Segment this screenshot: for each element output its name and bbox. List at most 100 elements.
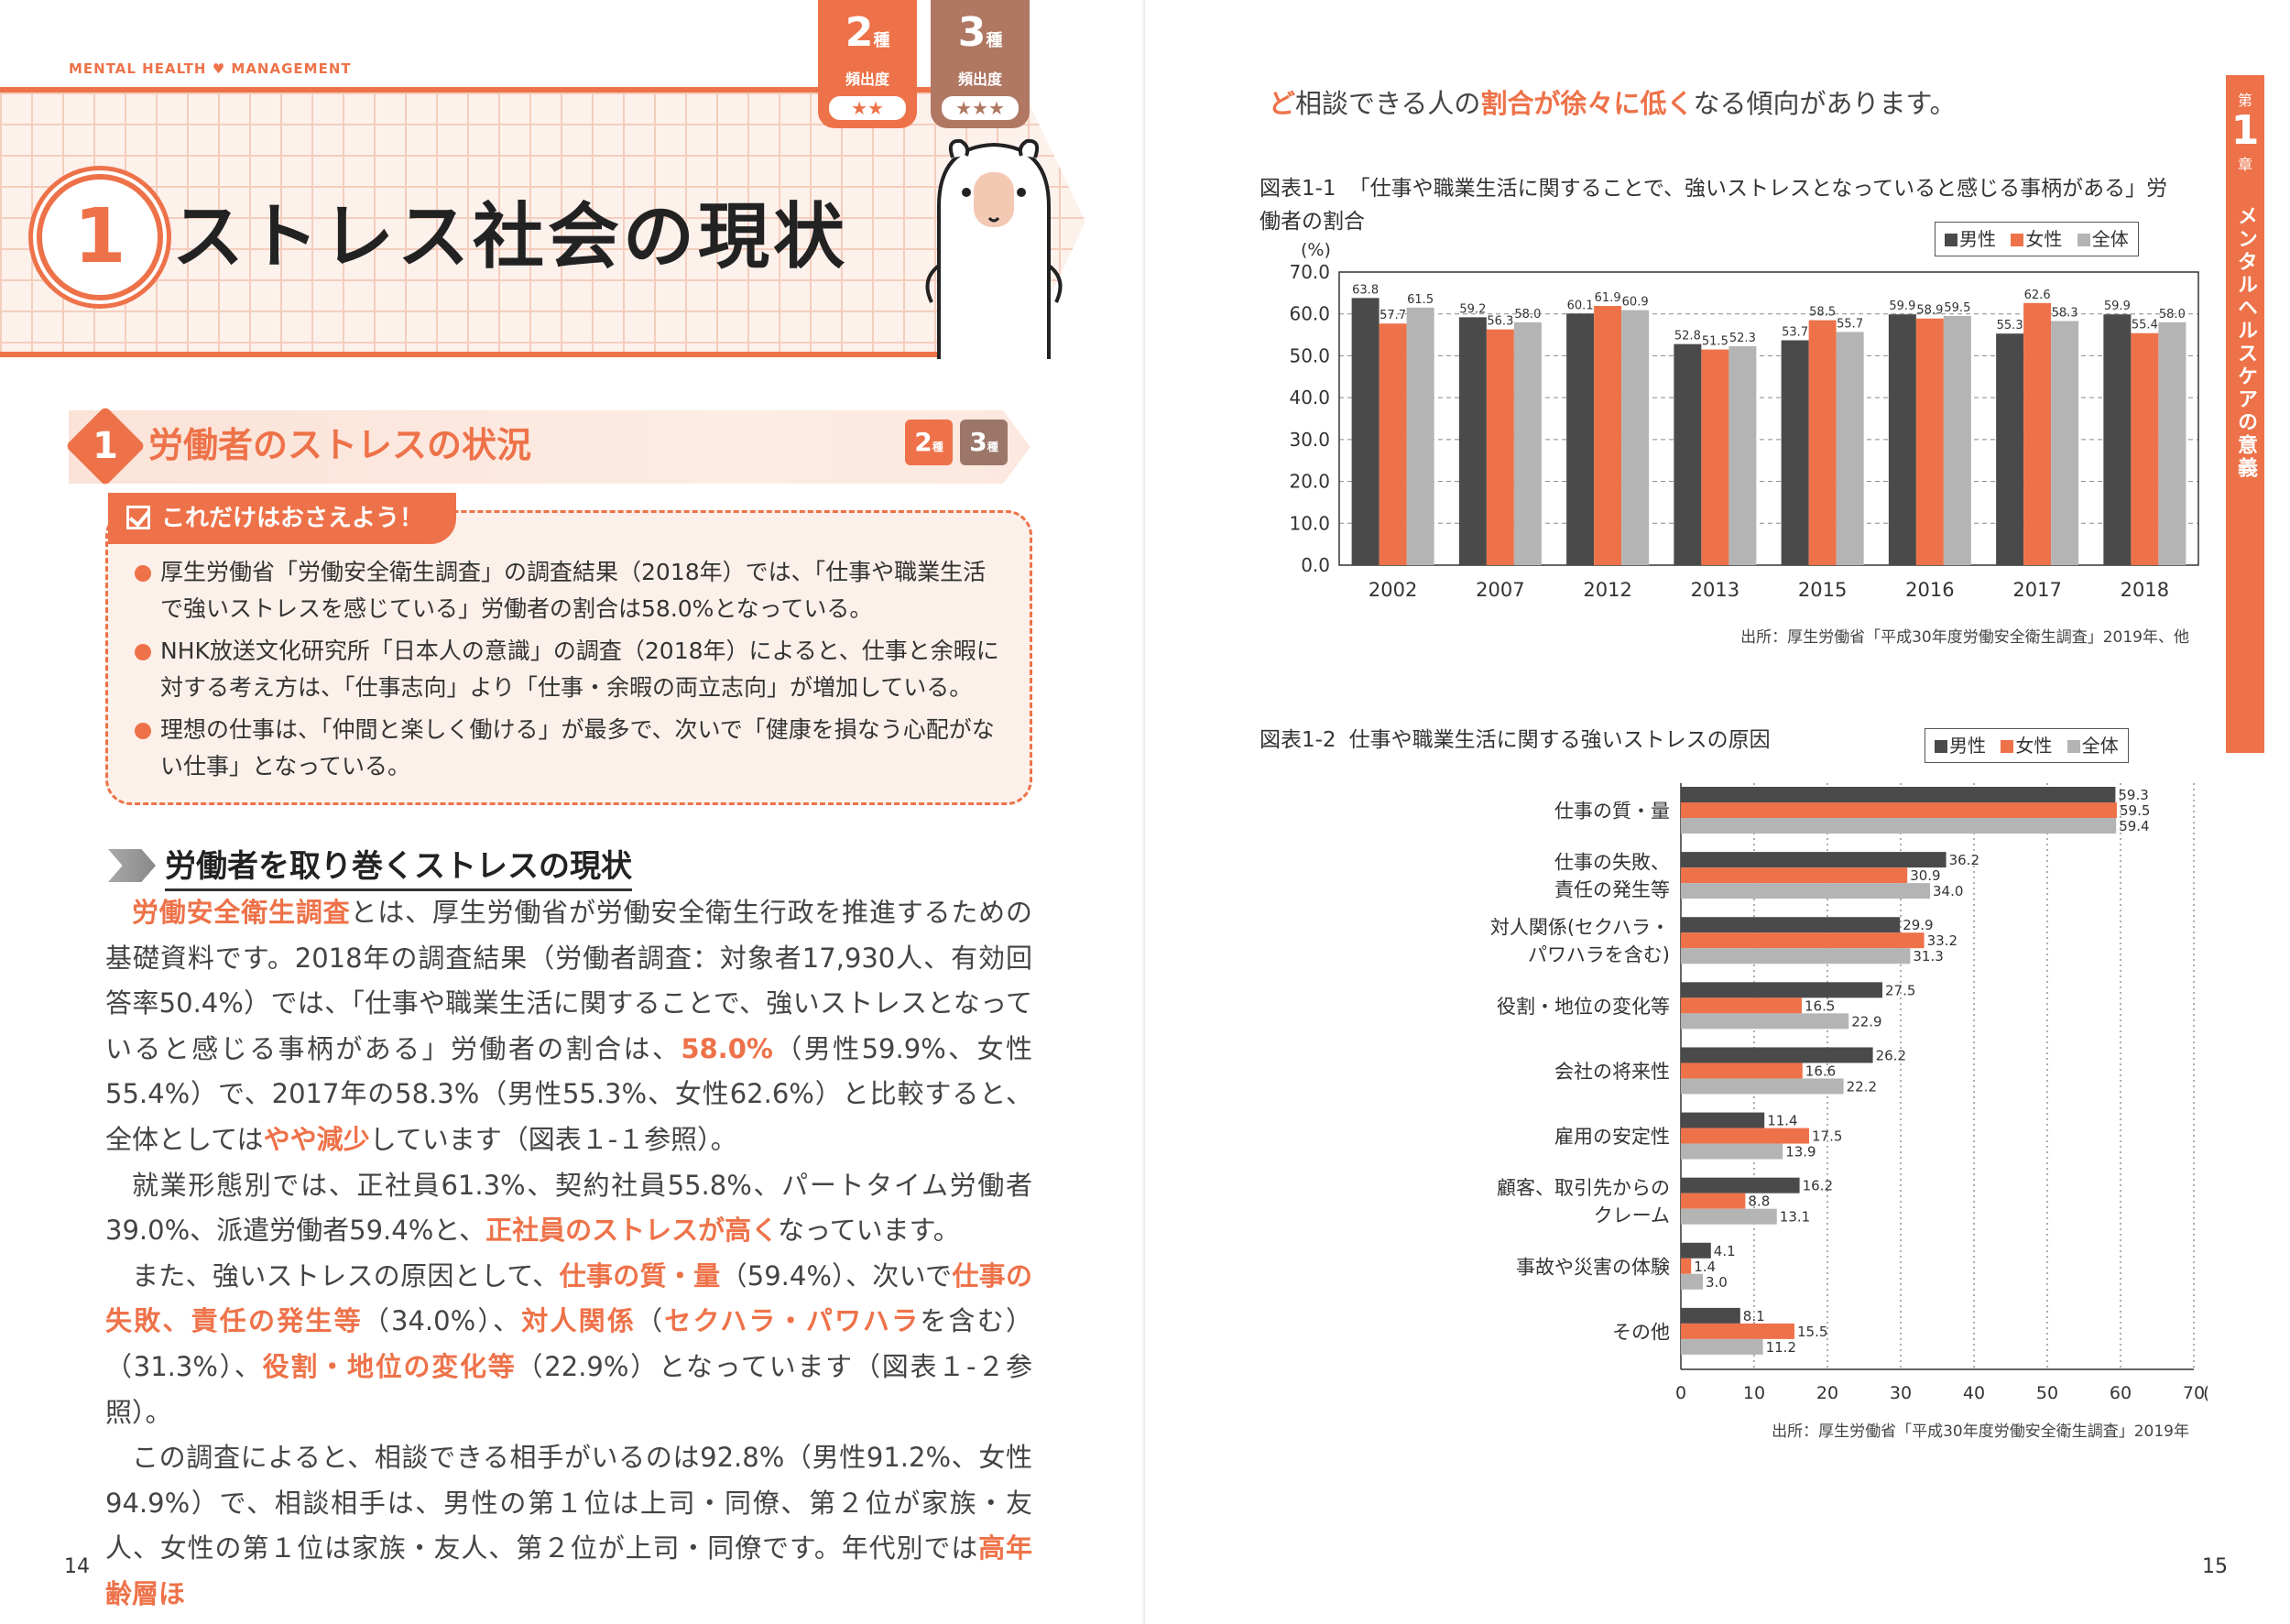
highlighted-text: 仕事の失敗、責任の発生等 [105, 1259, 1032, 1337]
figure-1-2-title: 図表1-2 仕事や職業生活に関する強いストレスの原因 [1260, 728, 1771, 752]
figure-1-2-source: 出所：厚生労働省「平成30年度労働安全衛生調査」2019年 [1772, 1422, 2189, 1441]
data-label: 63.8 [1352, 283, 1379, 297]
text-run: （34.0%）、 [362, 1305, 522, 1337]
text-run: （ [636, 1305, 665, 1337]
data-label: 58.0 [2159, 308, 2186, 322]
bar [1681, 802, 2117, 818]
continued-text: ど相談できる人の割合が徐々に低くなる傾向があります。 [1269, 82, 1957, 121]
legend-swatch-female [2001, 740, 2014, 753]
bar [1681, 1063, 1803, 1079]
grade-3-mini-badge: 3種 [960, 420, 1008, 465]
bar [1486, 329, 1514, 565]
category-label: 事故や災害の体験 [1516, 1256, 1670, 1278]
data-label: 4.1 [1714, 1243, 1736, 1259]
y-axis-unit: (%) [1301, 240, 1331, 260]
data-label: 1.4 [1694, 1259, 1716, 1275]
bar [1681, 1273, 1703, 1290]
x-tick-label: 2017 [2012, 579, 2061, 601]
category-label: その他 [1612, 1321, 1670, 1343]
bar [1681, 1193, 1746, 1209]
left-page: MENTAL HEALTH ♥ MANAGEMENT 2種 頻出度 ★★ 3種 … [0, 0, 1145, 1624]
data-label: 36.2 [1949, 852, 1979, 868]
bar [1915, 318, 1944, 565]
x-tick-label: 2002 [1369, 579, 1417, 601]
category-label: 会社の将来性 [1554, 1061, 1670, 1083]
data-label: 56.3 [1487, 315, 1513, 329]
bar [1681, 1177, 1800, 1193]
bar [1836, 332, 1864, 565]
bar [1621, 310, 1650, 565]
y-tick-label: 20.0 [1289, 471, 1330, 493]
x-tick-label: 2013 [1691, 579, 1739, 601]
chapter-number-badge: 1 [37, 174, 163, 300]
grade-2-mini-badge: 2種 [905, 420, 953, 465]
text-run: （22.9%）となっています（図表１-２参照）。 [105, 1350, 1032, 1428]
highlighted-text: ど [1269, 88, 1296, 119]
subheading: 労働者を取り巻くストレスの現状 [108, 841, 632, 891]
data-label: 26.2 [1876, 1047, 1906, 1063]
x-tick-label: 70 [2183, 1383, 2205, 1403]
y-tick-label: 60.0 [1289, 303, 1330, 325]
data-label: 31.3 [1913, 948, 1943, 965]
bar [1513, 322, 1542, 565]
x-tick-label: 60 [2110, 1383, 2132, 1403]
key-points-tag: これだけはおさえよう！ [108, 493, 456, 544]
x-tick-label: 40 [1963, 1383, 1985, 1403]
bar [1681, 1128, 1809, 1144]
category-label: 仕事の質・量 [1554, 801, 1670, 823]
x-tick-label: 2016 [1905, 579, 1954, 601]
data-label: 59.5 [1944, 301, 1970, 315]
chapter-header-band [0, 87, 1085, 357]
text-run: 就業形態別では、正社員61.3%、契約社員55.8%、パートタイム労働者39.0… [105, 1169, 1032, 1247]
bar [1681, 1258, 1692, 1274]
highlighted-text: 高年齢層ほ [105, 1532, 1032, 1609]
key-points-list: 厚生労働省「労働安全衛生調査」の調査結果（2018年）では、「仕事や職業生活で強… [133, 554, 1003, 790]
text-run: なっています。 [778, 1215, 960, 1247]
body-text: 労働安全衛生調査とは、厚生労働省が労働安全衛生行政を推進するための基礎資料です。… [105, 890, 1032, 1618]
bar [2158, 322, 2186, 565]
data-label: 27.5 [1885, 982, 1915, 998]
bar [1808, 320, 1837, 565]
data-label: 53.7 [1782, 326, 1808, 340]
data-label: 55.7 [1837, 317, 1863, 331]
right-page: ど相談できる人の割合が徐々に低くなる傾向があります。 第 1 章 メンタルヘルス… [1145, 0, 2290, 1624]
bar [1681, 948, 1911, 965]
figure-1-1-legend: 男性 女性 全体 [1935, 222, 2139, 256]
data-label: 16.6 [1805, 1063, 1836, 1079]
bar [1781, 340, 1809, 565]
x-tick-label: 2015 [1798, 579, 1847, 601]
data-label: 61.5 [1407, 293, 1434, 307]
bar [1681, 917, 1901, 933]
bar [1701, 349, 1729, 565]
data-label: 22.2 [1847, 1078, 1877, 1095]
data-label: 62.6 [2024, 289, 2051, 302]
bar [1681, 982, 1882, 998]
highlighted-text: 割合が徐々に低く [1480, 88, 1694, 119]
bar [1681, 1047, 1873, 1063]
category-label: クレーム [1594, 1204, 1670, 1226]
bar [1594, 306, 1622, 565]
data-label: 60.1 [1567, 299, 1594, 312]
data-label: 34.0 [1933, 883, 1963, 899]
bar [1681, 1013, 1849, 1030]
chevron-right-icon [108, 849, 156, 882]
category-label: 責任の発生等 [1554, 879, 1670, 901]
legend-swatch-female [2011, 234, 2024, 246]
bar [1681, 787, 2116, 802]
key-point: NHK放送文化研究所「日本人の意識」の調査（2018年）によると、仕事と余暇に対… [133, 633, 1003, 706]
category-label: 対人関係(セクハラ・ [1490, 917, 1670, 939]
section-number-diamond: 1 [64, 405, 147, 487]
paragraph: 労働安全衛生調査とは、厚生労働省が労働安全衛生行政を推進するための基礎資料です。… [105, 890, 1032, 1163]
bar [1681, 867, 1908, 884]
page-number: 14 [64, 1555, 90, 1578]
bar [1888, 314, 1916, 565]
exam-grade-2-tab: 2種 頻出度 ★★ [818, 0, 917, 128]
bar [1681, 1112, 1765, 1128]
text-run: （男性59.9%、女性55.4%）で、2017年の58.3%（男性55.3%、女… [105, 1032, 1032, 1155]
data-label: 57.7 [1379, 309, 1406, 322]
bar [1681, 818, 2117, 834]
data-label: 55.4 [2132, 319, 2158, 332]
data-label: 16.2 [1803, 1178, 1833, 1194]
data-label: 58.5 [1809, 306, 1836, 320]
highlighted-text: 役割・地位の変化等 [262, 1350, 517, 1382]
